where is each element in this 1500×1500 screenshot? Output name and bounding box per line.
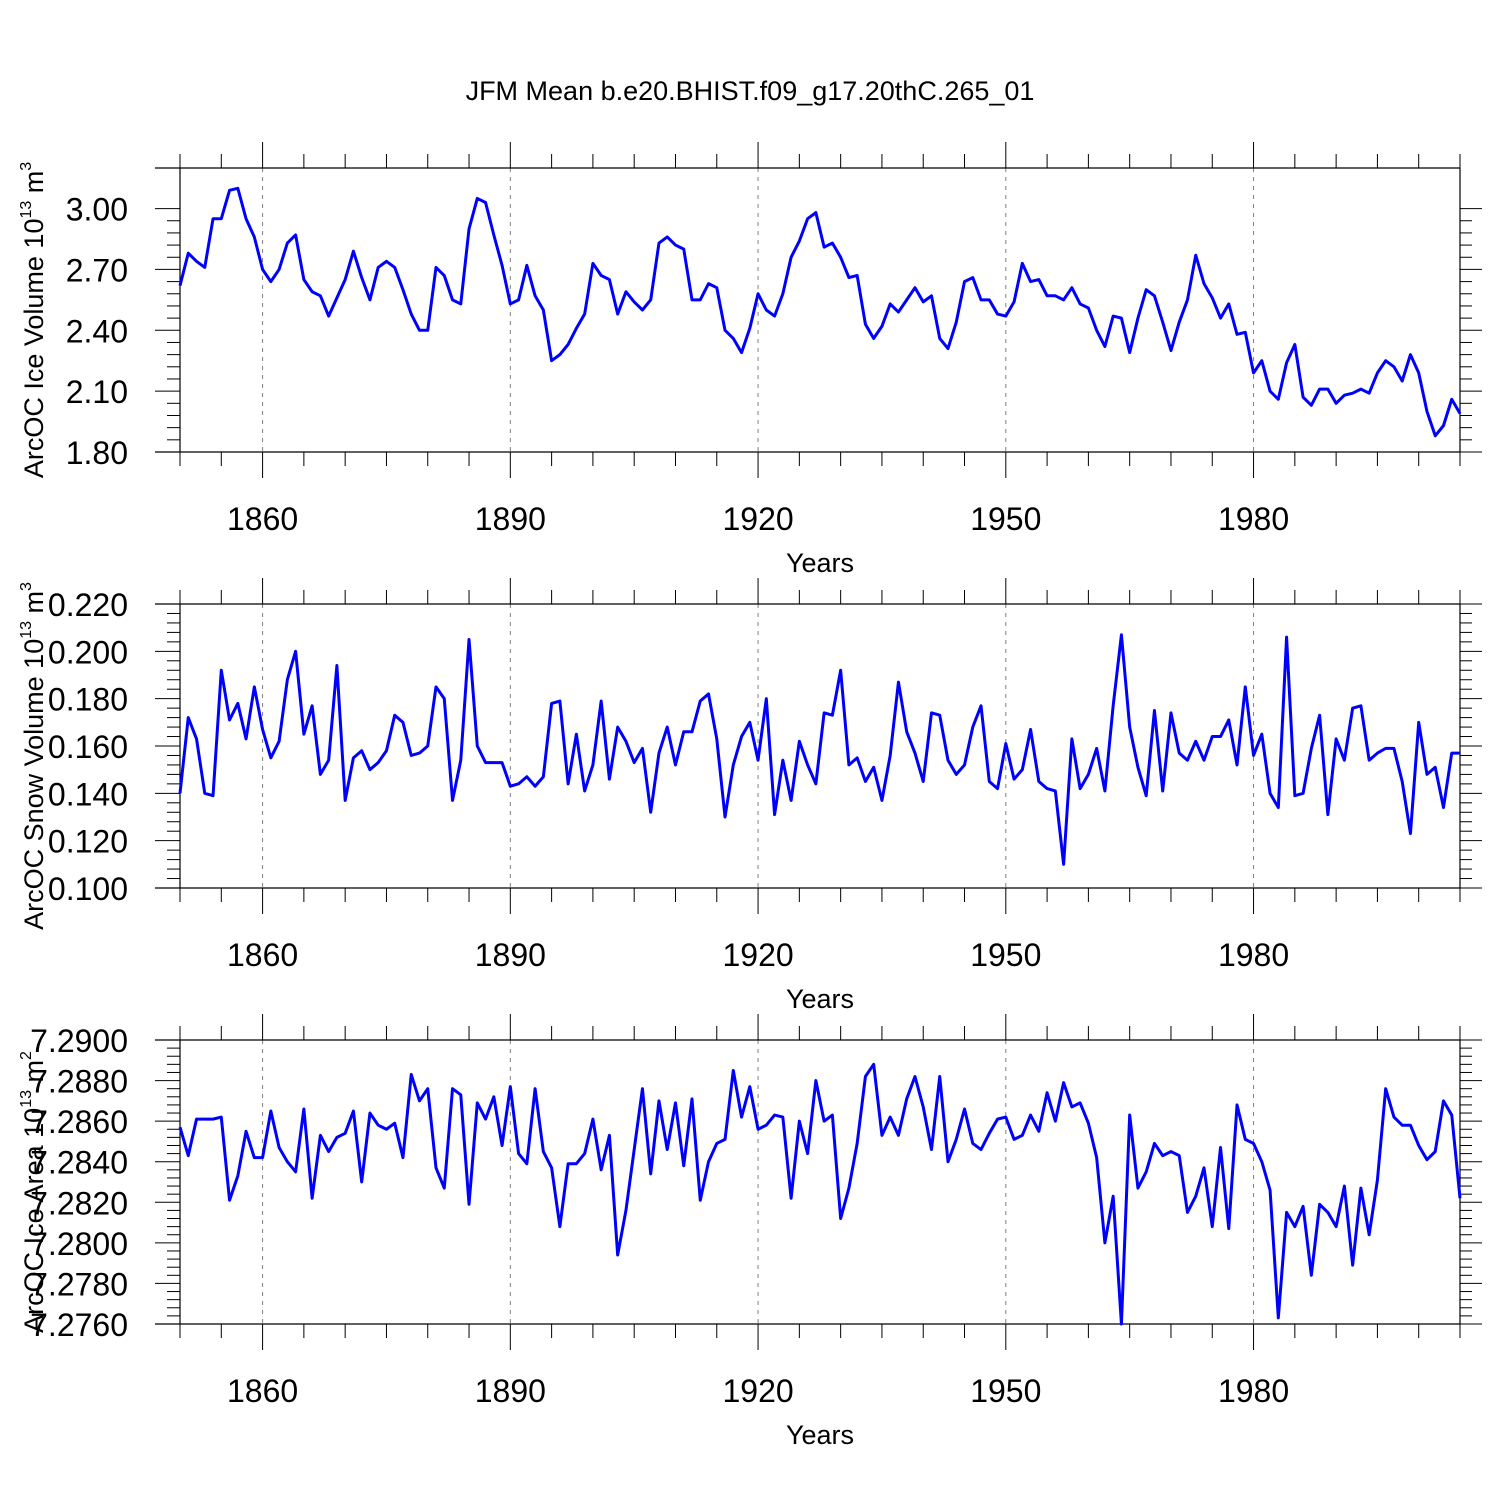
y-tick-label: 1.80: [66, 435, 128, 471]
x-tick-label: 1920: [722, 501, 793, 537]
x-tick-label: 1890: [475, 1373, 546, 1409]
figure-title: JFM Mean b.e20.BHIST.f09_g17.20thC.265_0…: [466, 76, 1035, 106]
y-tick-label: 0.160: [48, 729, 128, 765]
x-tick-label: 1980: [1218, 1373, 1289, 1409]
y-tick-label: 2.10: [66, 374, 128, 410]
y-tick-label: 0.120: [48, 824, 128, 860]
y-label-text: ArcOC Ice Volume 10: [19, 219, 49, 479]
x-tick-label: 1980: [1218, 501, 1289, 537]
y-label-text: ArcOC Snow Volume 10: [19, 639, 49, 930]
y-label-unit: m: [19, 591, 49, 621]
x-tick-label: 1980: [1218, 937, 1289, 973]
x-axis-label: Years: [786, 984, 854, 1014]
y-tick-label: 3.00: [66, 192, 128, 228]
y-tick-label: 7.2780: [30, 1266, 128, 1302]
y-tick-label: 7.2900: [30, 1023, 128, 1059]
panel-snow-volume: 1860 1890 1920 1950 1980 Years 0.100 0.120 0.140…: [18, 578, 1482, 1014]
y-axis-label: ArcOC Ice Volume 1013 m3: [18, 162, 49, 478]
y-label-exponent: 13: [18, 1090, 35, 1108]
x-tick-label: 1860: [227, 501, 298, 537]
y-label-exponent: 13: [18, 201, 35, 219]
y-tick-label: 0.220: [48, 587, 128, 623]
y-tick-label: 0.100: [48, 871, 128, 907]
x-axis-label: Years: [786, 548, 854, 578]
x-tick-label: 1950: [970, 501, 1041, 537]
y-label-text: ArcOC Ice Area 10: [19, 1108, 49, 1333]
x-tick-label: 1860: [227, 937, 298, 973]
y-tick-label: 0.140: [48, 776, 128, 812]
y-tick-label: 2.70: [66, 252, 128, 288]
y-tick-label: 7.2860: [30, 1104, 128, 1140]
series-line-ice-volume: [178, 186, 1462, 438]
x-tick-label: 1920: [722, 1373, 793, 1409]
y-tick-label: 7.2760: [30, 1307, 128, 1343]
x-tick-label: 1950: [970, 1373, 1041, 1409]
x-tick-label: 1950: [970, 937, 1041, 973]
y-axis-label: ArcOC Snow Volume 1013 m3: [18, 582, 49, 930]
y-tick-label: 7.2880: [30, 1064, 128, 1100]
y-label-unit-exponent: 2: [18, 1051, 35, 1060]
y-label-exponent: 13: [18, 621, 35, 639]
y-axis-label: ArcOC Ice Area 1013 m2: [18, 1051, 49, 1333]
y-label-unit-exponent: 3: [18, 582, 35, 591]
y-tick-label: 0.200: [48, 634, 128, 670]
series-line-snow-volume: [178, 633, 1460, 866]
y-label-unit: m: [19, 171, 49, 201]
x-tick-label: 1920: [722, 937, 793, 973]
y-label-unit-exponent: 3: [18, 162, 35, 171]
x-axis-label: Years: [786, 1420, 854, 1450]
y-tick-label: 0.180: [48, 682, 128, 718]
series-line-ice-area: [178, 1062, 1462, 1326]
panels: 1860 1890 1920 1950 1980 Years 1.80 2.10 2.40 2.7…: [18, 142, 1482, 1450]
y-tick-label: 7.2820: [30, 1185, 128, 1221]
x-tick-label: 1890: [475, 501, 546, 537]
panel-ice-volume: 1860 1890 1920 1950 1980 Years 1.80 2.10 2.40 2.7…: [18, 142, 1482, 578]
y-tick-label: 7.2800: [30, 1226, 128, 1262]
x-tick-label: 1890: [475, 937, 546, 973]
y-label-unit: m: [19, 1060, 49, 1090]
y-tick-label: 2.40: [66, 313, 128, 349]
x-tick-label: 1860: [227, 1373, 298, 1409]
panel-ice-area: 1860 1890 1920 1950 1980 Years 7.2760 7.2780 7.2…: [18, 1014, 1482, 1450]
y-tick-label: 7.2840: [30, 1145, 128, 1181]
